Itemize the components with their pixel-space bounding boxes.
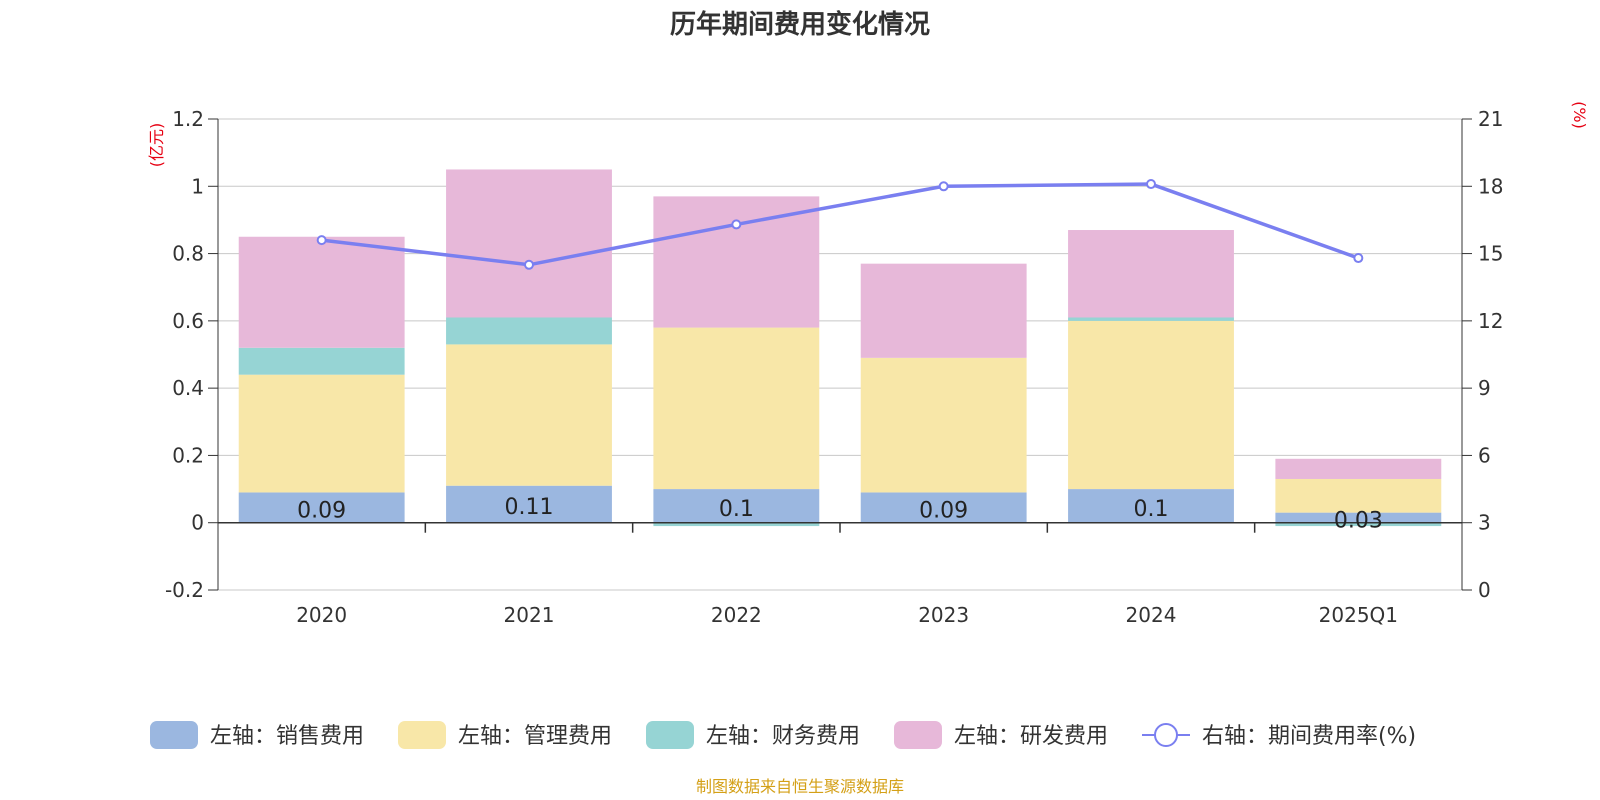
legend-label: 右轴：期间费用率(%) bbox=[1202, 724, 1416, 749]
left-axis-tick-label: 0.6 bbox=[172, 309, 204, 333]
x-category-label: 2020 bbox=[296, 603, 347, 627]
right-axis-tick-label: 3 bbox=[1478, 511, 1491, 535]
data-label: 0.1 bbox=[719, 497, 754, 522]
right-axis-tick-label: 0 bbox=[1478, 578, 1491, 602]
line-point-2024 bbox=[1146, 179, 1156, 190]
x-category-label: 2024 bbox=[1126, 603, 1177, 627]
data-label: 0.1 bbox=[1134, 497, 1169, 522]
bar-1-2023 bbox=[860, 357, 1027, 493]
right-axis-tick-label: 18 bbox=[1478, 174, 1503, 198]
right-axis-unit: (%) bbox=[1570, 101, 1589, 129]
source-note: 制图数据来自恒生聚源数据库 bbox=[696, 777, 904, 796]
line-point-2022 bbox=[731, 219, 742, 230]
legend-swatch-3 bbox=[894, 721, 942, 749]
line-point-2025Q1 bbox=[1353, 253, 1364, 264]
right-axis-tick-label: 15 bbox=[1478, 242, 1503, 266]
data-label: 0.09 bbox=[919, 499, 968, 524]
right-axis-tick-label: 6 bbox=[1478, 443, 1491, 467]
x-category-label: 2023 bbox=[918, 603, 969, 627]
bar-1-2025Q1 bbox=[1275, 478, 1442, 513]
left-axis-unit: (亿元) bbox=[147, 123, 166, 168]
line-point-2023 bbox=[938, 181, 949, 192]
bar-0-2025Q1 bbox=[1275, 512, 1442, 523]
bars bbox=[238, 169, 1442, 527]
bar-3-2021 bbox=[446, 169, 612, 318]
line-point-2020 bbox=[316, 235, 327, 246]
legend-swatch-2 bbox=[646, 721, 694, 749]
left-axis-tick-label: 0.8 bbox=[172, 242, 204, 266]
bar-2-2021 bbox=[446, 317, 612, 345]
legend-label: 左轴：研发费用 bbox=[954, 724, 1108, 749]
legend-swatch-0 bbox=[150, 721, 198, 749]
x-category-label: 2021 bbox=[504, 603, 555, 627]
left-axis-tick-label: 1.2 bbox=[172, 107, 204, 131]
bar-1-2020 bbox=[238, 374, 405, 493]
axes: -0.2 0 0.2 0.4 0.6 0.8 1 1.2 0 3 6 9 12 15 18 21 2020 202… bbox=[165, 107, 1503, 627]
chart-title: 历年期间费用变化情况 bbox=[670, 9, 930, 40]
right-axis-tick-label: 12 bbox=[1478, 309, 1503, 333]
data-label: 0.11 bbox=[505, 495, 554, 520]
legend-label: 左轴：管理费用 bbox=[458, 724, 612, 749]
bar-0-2021 bbox=[446, 485, 612, 523]
data-labels: 0.09 0.11 0.1 0.09 0.1 0.03 bbox=[297, 495, 1383, 533]
line-series bbox=[316, 179, 1364, 270]
x-category-label: 2022 bbox=[711, 603, 762, 627]
bar-0-2020 bbox=[238, 492, 405, 523]
legend-label: 左轴：销售费用 bbox=[210, 724, 364, 749]
bar-3-2020 bbox=[238, 236, 405, 348]
bar-3-2023 bbox=[860, 263, 1027, 358]
x-category-label: 2025Q1 bbox=[1319, 603, 1398, 627]
bar-3-2024 bbox=[1068, 230, 1234, 318]
bar-1-2021 bbox=[446, 344, 612, 486]
left-axis-tick-label: 1 bbox=[191, 174, 204, 198]
bar-2-2024 bbox=[1068, 317, 1234, 321]
bar-0-2024 bbox=[1068, 489, 1234, 523]
legend: 左轴：销售费用 左轴：管理费用 左轴：财务费用 左轴：研发费用 右轴：期间费用率(%) bbox=[150, 721, 1416, 749]
line-expense-rate bbox=[321, 182, 1359, 267]
data-label: 0.09 bbox=[297, 499, 346, 524]
left-axis-tick-label: 0.2 bbox=[172, 443, 204, 467]
left-axis-tick-label: 0 bbox=[191, 511, 204, 535]
bar-0-2022 bbox=[653, 489, 820, 523]
right-axis-tick-label: 21 bbox=[1478, 107, 1503, 131]
bar-2-2022 bbox=[653, 522, 820, 527]
bar-1-2022 bbox=[653, 327, 820, 490]
bar-2-2025Q1 bbox=[1275, 522, 1442, 527]
legend-circle-swatch bbox=[1154, 723, 1178, 747]
bar-1-2024 bbox=[1068, 320, 1234, 490]
bar-3-2022 bbox=[653, 196, 820, 328]
left-axis-tick-label: -0.2 bbox=[165, 578, 204, 602]
left-axis-tick-label: 0.4 bbox=[172, 376, 204, 400]
data-label: 0.03 bbox=[1334, 509, 1383, 534]
legend-swatch-1 bbox=[398, 721, 446, 749]
legend-label: 左轴：财务费用 bbox=[706, 724, 860, 749]
bar-3-2025Q1 bbox=[1275, 458, 1442, 479]
bar-0-2023 bbox=[860, 492, 1027, 523]
right-axis-tick-label: 9 bbox=[1478, 376, 1491, 400]
line-point-2021 bbox=[524, 259, 534, 270]
bar-2-2020 bbox=[238, 347, 405, 375]
